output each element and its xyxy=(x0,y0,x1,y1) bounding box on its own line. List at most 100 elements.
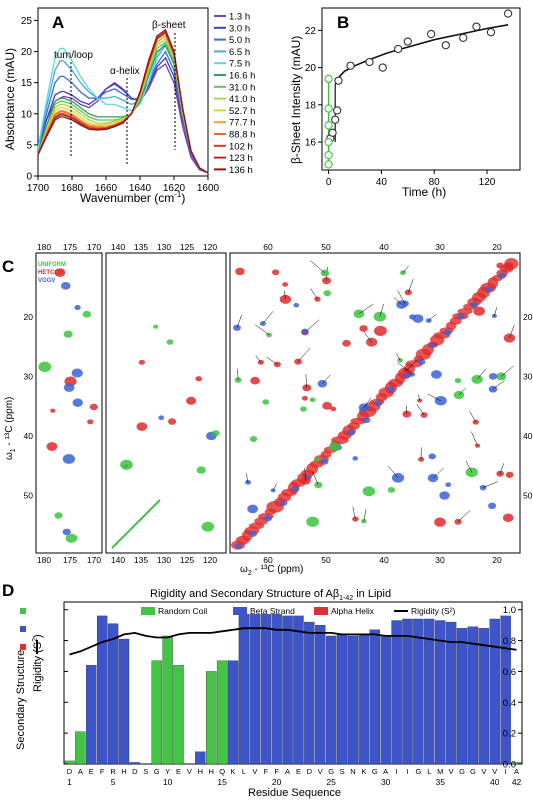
spectrum-line-2 xyxy=(37,50,209,174)
panel-b-label: B xyxy=(337,13,349,32)
nmr-assignment-leader-194 xyxy=(272,483,277,491)
nmr-assignment-leader-217 xyxy=(305,374,308,388)
side-swatch-coil xyxy=(20,608,26,614)
residue-bar-39 xyxy=(478,628,490,765)
nmr-cross-peak-179 xyxy=(322,401,333,410)
spectrum-line-13 xyxy=(37,28,209,174)
nmr-diagonal-peak-37 xyxy=(362,417,371,424)
nmr-cross-peak-128 xyxy=(249,436,258,442)
c-top-tick-top_ticks_3-0: 60 xyxy=(263,242,273,252)
nmr-assignment-leader-220 xyxy=(284,290,286,300)
panel-d-ylabel-right: Rigidity (S2) xyxy=(32,634,44,692)
residue-letter-36: V xyxy=(449,767,454,776)
residue-number-15: 15 xyxy=(217,777,227,787)
c-left-tick-1: 30 xyxy=(24,372,34,382)
nmr-cross-peak-241 xyxy=(434,395,447,406)
nmr-cross-peak-213 xyxy=(454,377,462,384)
panel-a-legend: 1.3 h3.0 h5.0 h6.5 h7.5 h16.6 h31.0 h41.… xyxy=(214,12,255,176)
residue-letter-3: E xyxy=(89,767,94,776)
panel-d-title: Rigidity and Secondary Structure of Aβ1-… xyxy=(150,588,391,602)
panel-b-xlabel: Time (h) xyxy=(402,185,446,199)
panel-d-xlabel: Residue Sequence xyxy=(248,787,341,799)
d-legend-label-0: Random Coil xyxy=(158,606,207,616)
panel-c-ticks: 180 175 170 140 135 130 125 120 60 50 40 30 20 180 175… xyxy=(24,242,533,565)
residue-letter-1: D xyxy=(67,767,73,776)
residue-number-40: 40 xyxy=(490,777,500,787)
residue-bar-30 xyxy=(380,635,391,765)
a-legend-label-9: 77.7 h xyxy=(229,118,255,129)
residue-letter-18: V xyxy=(252,767,257,776)
nmr-cross-peak-83 xyxy=(62,454,76,464)
nmr-diagonal-peak-25 xyxy=(320,458,329,465)
nmr-cross-peak-185 xyxy=(431,370,442,379)
residue-bar-13 xyxy=(195,751,206,765)
a-ytick-label-2: 10 xyxy=(21,109,33,120)
a-legend-label-2: 5.0 h xyxy=(229,35,250,46)
nmr-cross-peak-169 xyxy=(496,262,504,269)
c-bottom-tick-bottom_ticks_3-4: 20 xyxy=(492,555,502,565)
c-bottom-tick-bottom_ticks_3-0: 60 xyxy=(263,555,273,565)
nmr-diagonal-peak-61 xyxy=(443,329,452,336)
nmr-assignment-leader-152 xyxy=(396,353,401,361)
nmr-cross-peak-153 xyxy=(374,325,387,337)
nmr-diagonal-peak-69 xyxy=(470,301,479,308)
residue-letter-33: G xyxy=(415,767,421,776)
panel-d-y-ticks: 0.0 0.2 0.4 0.6 0.8 1.0 xyxy=(64,605,522,771)
a-xtick-label-1: 1680 xyxy=(61,183,84,194)
c-bottom-tick-bottom_ticks_1-1: 175 xyxy=(63,555,77,565)
nmr-diagonal-peak-41 xyxy=(374,400,383,407)
nmr-cross-peak-201 xyxy=(293,302,300,308)
panel-a-y-ticks: 0 5 10 15 20 25 xyxy=(21,16,38,183)
c-top-tick-top_ticks_2-1: 135 xyxy=(134,242,148,252)
nmr-cross-peak-102 xyxy=(186,396,197,405)
residue-letter-28: K xyxy=(361,767,366,776)
nmr-cross-peak-162 xyxy=(428,453,436,460)
nmr-assignment-leader-181 xyxy=(501,365,514,377)
residue-bar-19 xyxy=(260,614,271,765)
nmr-cross-peak-170 xyxy=(505,471,514,478)
nmr-cross-peak-96 xyxy=(63,330,73,338)
panel-c-xlabel: ω2 - ¹³C (ppm) xyxy=(240,564,303,577)
c-bottom-tick-bottom_ticks_2-2: 130 xyxy=(157,555,171,565)
rigidity-line xyxy=(69,627,517,656)
a-legend-label-11: 102 h xyxy=(229,141,253,152)
a-legend-label-3: 6.5 h xyxy=(229,47,250,58)
panel-d-bars xyxy=(64,614,522,765)
nmr-assignment-leader-210 xyxy=(469,410,476,423)
residue-letter-26: S xyxy=(340,767,345,776)
nmr-cross-peak-214 xyxy=(314,457,321,462)
nmr-assignment-leader-190 xyxy=(262,310,274,324)
nmr-assignment-leader-168 xyxy=(312,471,319,486)
residue-number-42: 42 xyxy=(512,777,522,787)
nmr-diagonal-peak-9 xyxy=(264,515,273,522)
c-left-tick-3: 50 xyxy=(24,491,34,501)
c-right-tick-1: 30 xyxy=(523,372,533,382)
nmr-cross-peak-108 xyxy=(136,422,148,431)
nmr-cross-peak-101 xyxy=(166,339,174,345)
a-legend-label-4: 7.5 h xyxy=(229,59,250,70)
residue-letter-38: G xyxy=(470,767,476,776)
residue-letter-16: K xyxy=(231,767,236,776)
nmr-assignment-leader-212 xyxy=(432,467,444,479)
residue-letter-17: L xyxy=(242,767,246,776)
residue-bar-23 xyxy=(304,621,315,765)
nmr-diagonal-peak-77 xyxy=(498,272,507,279)
nmr-cross-peak-178 xyxy=(282,282,289,287)
residue-letter-40: V xyxy=(492,767,497,776)
residue-letter-21: A xyxy=(285,767,290,776)
a-ytick-label-0: 0 xyxy=(26,172,32,183)
residue-letter-20: F xyxy=(274,767,279,776)
residue-letter-29: G xyxy=(372,767,378,776)
nmr-diagonal-peak-53 xyxy=(417,358,426,365)
nmr-assignment-leader-176 xyxy=(266,356,278,365)
nmr-cross-peak-140 xyxy=(262,399,270,405)
nmr-assignment-leader-174 xyxy=(245,473,249,483)
nmr-assignment-leader-200 xyxy=(236,314,242,328)
b-point-1-2 xyxy=(324,121,333,130)
residue-number-10: 10 xyxy=(163,777,173,787)
panel-b-frame xyxy=(321,7,521,171)
nmr-assignment-leader-115 xyxy=(492,380,505,390)
b-fit-curve xyxy=(334,24,509,85)
nmr-diagonal-peak-17 xyxy=(291,485,300,492)
c-right-tick-0: 20 xyxy=(523,312,533,322)
